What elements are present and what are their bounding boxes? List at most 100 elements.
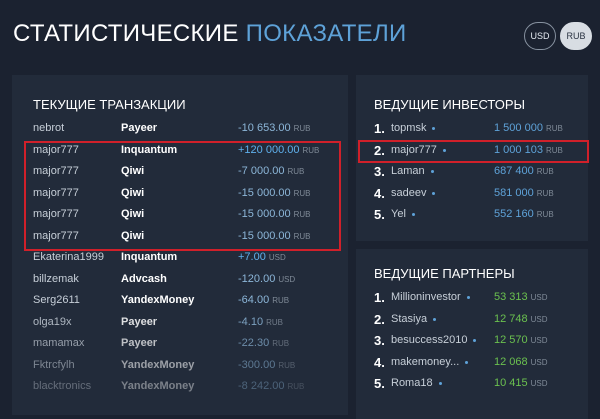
rank: 4. bbox=[374, 185, 385, 201]
dot bbox=[443, 148, 446, 152]
payment-system: YandexMoney bbox=[121, 380, 195, 392]
transaction-row: major777 Inquantum +120 000.00 RUB bbox=[12, 140, 348, 161]
amount-value: -7 000.00 bbox=[238, 165, 285, 177]
user-name: Roma18 bbox=[391, 377, 433, 389]
amount: 1 500 000 RUB bbox=[494, 118, 563, 139]
highlight-box bbox=[24, 141, 341, 251]
amount-value: 12 068 bbox=[494, 355, 528, 368]
amount: -7 000.00 RUB bbox=[238, 161, 304, 182]
user-name: Fktrcfylh bbox=[33, 358, 75, 371]
rank: 5. bbox=[374, 207, 385, 222]
amount: 12 570 USD bbox=[494, 330, 548, 351]
amount: 10 415 USD bbox=[494, 373, 548, 394]
currency-button[interactable]: RUB bbox=[560, 22, 592, 50]
amount: 1 000 103 RUB bbox=[494, 140, 563, 161]
dot bbox=[439, 382, 442, 385]
amount-value: -15 000.00 bbox=[238, 186, 291, 199]
currency: RUB bbox=[545, 145, 563, 155]
amount-value: -4.10 bbox=[238, 315, 264, 328]
dot bbox=[412, 213, 415, 216]
ranking-row: 1. topmsk 1 500 000 RUB bbox=[356, 118, 588, 139]
page: СТАТИСТИЧЕСКИЕ ПОКАЗАТЕЛИ USD RUB ТЕКУЩИ… bbox=[13, 20, 592, 394]
user-name: sadeev bbox=[391, 186, 427, 199]
ranking-row: 2. Stasiya 12 748 USD bbox=[356, 309, 588, 330]
dot bbox=[465, 360, 468, 364]
currency: USD bbox=[530, 357, 548, 367]
amount: -64.00 RUB bbox=[238, 290, 289, 311]
investors-panel: ВЕДУЩИЕ ИНВЕСТОРЫ 1. topmsk 1 500 000 RUB 2.… bbox=[356, 75, 588, 241]
payment-system: Payeer bbox=[121, 315, 158, 328]
currency: RUB bbox=[272, 296, 290, 305]
ranking-row: 5. Roma18 10 415 USD bbox=[356, 373, 588, 394]
transaction-row: major777 Qiwi -7 000.00 RUB bbox=[12, 161, 348, 182]
transaction-row: nebrot Payeer -10 653.00 RUB bbox=[12, 118, 348, 139]
user-name: major777 bbox=[33, 229, 79, 242]
currency: USD bbox=[530, 379, 548, 388]
amount-value: -22.30 bbox=[238, 337, 270, 349]
amount: -4.10 RUB bbox=[238, 312, 283, 333]
user-name: Stasiya bbox=[391, 312, 428, 325]
amount: -22.30 RUB bbox=[238, 333, 289, 354]
amount: 12 068 USD bbox=[494, 352, 548, 373]
transaction-row: major777 Qiwi -15 000.00 RUB bbox=[12, 226, 348, 247]
amount-value: -120.00 bbox=[238, 272, 276, 285]
dot bbox=[433, 317, 436, 321]
rank: 3. bbox=[374, 164, 385, 179]
amount-value: 12 748 bbox=[494, 312, 528, 325]
amount-value: -10 653.00 bbox=[238, 122, 291, 134]
amount: -120.00 USD bbox=[238, 269, 295, 290]
rank: 5. bbox=[374, 376, 385, 391]
user-name: Ekaterina1999 bbox=[33, 251, 104, 263]
user-name: blacktronics bbox=[33, 380, 92, 392]
amount: -8 242.00 RUB bbox=[238, 376, 304, 397]
transaction-row: Serg2611 YandexMoney -64.00 RUB bbox=[12, 290, 348, 311]
user-name: Serg2611 bbox=[33, 294, 80, 306]
currency: RUB bbox=[272, 339, 290, 348]
dot bbox=[431, 170, 434, 173]
user-name: besuccess2010 bbox=[391, 334, 468, 346]
amount-value: 687 400 bbox=[494, 165, 534, 177]
currency: RUB bbox=[293, 231, 311, 241]
ranking-row: 2. major777 1 000 103 RUB bbox=[356, 140, 588, 161]
amount: -15 000.00 RUB bbox=[238, 226, 311, 247]
currency: RUB bbox=[293, 188, 311, 198]
amount-value: -64.00 bbox=[238, 294, 270, 306]
user-name: topmsk bbox=[391, 122, 427, 134]
amount-value: -8 242.00 bbox=[238, 380, 285, 392]
amount: 12 748 USD bbox=[494, 309, 548, 330]
currency: RUB bbox=[536, 188, 554, 198]
user-name: nebrot bbox=[33, 122, 65, 134]
amount-value: +7.00 bbox=[238, 251, 266, 263]
currency: USD bbox=[530, 293, 548, 302]
amount-value: 581 000 bbox=[494, 186, 534, 199]
amount-value: +120 000.00 bbox=[238, 143, 300, 156]
transaction-row: mamamax Payeer -22.30 RUB bbox=[12, 333, 348, 354]
currency: RUB bbox=[287, 167, 305, 176]
amount: 552 160 RUB bbox=[494, 204, 554, 225]
payment-system: Payeer bbox=[121, 337, 158, 349]
transactions-panel: ТЕКУЩИЕ ТРАНЗАКЦИИ nebrot Payeer -10 653.0… bbox=[12, 75, 348, 415]
currency: RUB bbox=[536, 167, 554, 176]
user-name: major777 bbox=[33, 143, 79, 156]
user-name: Yel bbox=[391, 208, 406, 220]
user-name: billzemak bbox=[33, 272, 79, 285]
rank: 2. bbox=[374, 142, 385, 158]
ranking-row: 5. Yel 552 160 RUB bbox=[356, 204, 588, 225]
currency-button[interactable]: USD bbox=[524, 22, 556, 50]
dot bbox=[473, 339, 476, 342]
currency: USD bbox=[530, 314, 548, 324]
transaction-row: billzemak Advcash -120.00 USD bbox=[12, 269, 348, 290]
amount-value: -300.00 bbox=[238, 358, 276, 371]
amount: -15 000.00 RUB bbox=[238, 204, 311, 225]
rank: 1. bbox=[374, 290, 385, 305]
user-name: major777 bbox=[33, 186, 79, 199]
amount-value: 552 160 bbox=[494, 208, 534, 220]
amount: +7.00 USD bbox=[238, 247, 286, 268]
amount-value: 10 415 bbox=[494, 377, 528, 389]
rank: 4. bbox=[374, 354, 385, 370]
amount: +120 000.00 RUB bbox=[238, 140, 319, 161]
currency: RUB bbox=[545, 124, 563, 133]
transaction-row: olga19x Payeer -4.10 RUB bbox=[12, 312, 348, 333]
amount-value: 12 570 bbox=[494, 334, 528, 346]
panel-title: ТЕКУЩИЕ ТРАНЗАКЦИИ bbox=[33, 97, 186, 112]
